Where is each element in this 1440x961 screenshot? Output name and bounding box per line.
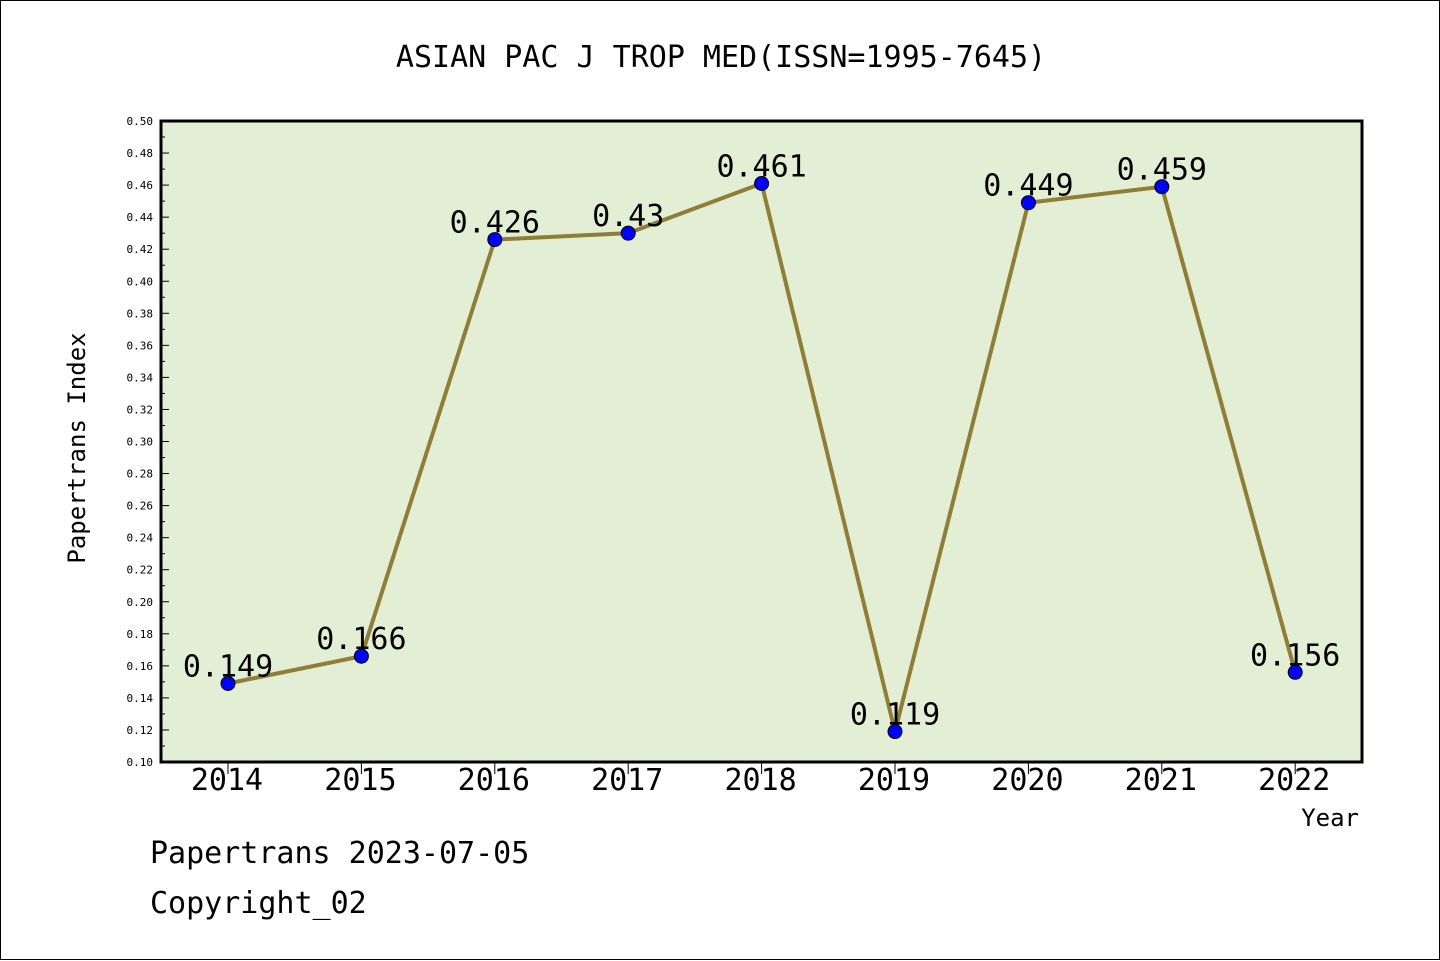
y-tick-label: 0.18 bbox=[127, 628, 154, 641]
data-point bbox=[487, 232, 503, 248]
x-tick-label: 2014 bbox=[191, 763, 263, 798]
x-tick-label: 2019 bbox=[858, 763, 930, 798]
data-point bbox=[887, 724, 903, 740]
data-label: 0.461 bbox=[716, 149, 806, 184]
data-label: 0.43 bbox=[592, 199, 664, 234]
y-tick-label: 0.44 bbox=[127, 211, 154, 224]
y-tick-label: 0.28 bbox=[127, 468, 154, 481]
x-axis: 2014 2015 2016 2017 2018 2019 2020 2021 2022 bbox=[191, 762, 1330, 798]
y-tick-label: 0.48 bbox=[127, 147, 154, 160]
y-tick-label: 0.26 bbox=[127, 500, 154, 513]
data-point bbox=[754, 175, 770, 191]
x-tick-label: 2018 bbox=[724, 763, 796, 798]
data-label: 0.119 bbox=[850, 698, 940, 733]
data-label: 0.166 bbox=[316, 622, 406, 657]
y-tick-label: 0.40 bbox=[127, 275, 154, 288]
data-point bbox=[353, 648, 369, 664]
y-tick-label: 0.38 bbox=[127, 307, 154, 320]
data-label: 0.149 bbox=[183, 649, 273, 684]
data-point bbox=[620, 225, 636, 241]
data-points bbox=[220, 175, 1303, 740]
x-axis-label: Year bbox=[1301, 804, 1359, 832]
data-label: 0.459 bbox=[1117, 153, 1207, 188]
data-labels: 0.149 0.166 0.426 0.43 0.461 0.119 0.449 0.459 0… bbox=[183, 149, 1341, 732]
data-label: 0.449 bbox=[983, 169, 1073, 204]
y-axis: 0.10 0.12 0.14 0.16 0.18 0.20 0.22 0.24 0.26 0.28… bbox=[127, 115, 169, 769]
y-tick-label: 0.12 bbox=[127, 724, 154, 737]
data-point bbox=[220, 675, 236, 691]
y-tick-label: 0.10 bbox=[127, 756, 154, 769]
plot-area bbox=[159, 119, 1364, 764]
y-tick-label: 0.24 bbox=[127, 532, 154, 545]
data-point bbox=[1020, 195, 1036, 211]
data-label: 0.156 bbox=[1250, 638, 1340, 673]
y-tick-label: 0.50 bbox=[127, 115, 154, 128]
y-tick-label: 0.42 bbox=[127, 243, 154, 256]
x-tick-label: 2021 bbox=[1125, 763, 1197, 798]
y-tick-label: 0.32 bbox=[127, 403, 154, 416]
chart-title: ASIAN PAC J TROP MED(ISSN=1995-7645) bbox=[396, 40, 1046, 75]
y-tick-label: 0.22 bbox=[127, 564, 154, 577]
data-point bbox=[1287, 664, 1303, 680]
x-tick-label: 2015 bbox=[324, 763, 396, 798]
y-tick-label: 0.30 bbox=[127, 436, 154, 449]
x-tick-label: 2020 bbox=[991, 763, 1063, 798]
data-point bbox=[1154, 179, 1170, 195]
y-tick-label: 0.46 bbox=[127, 179, 154, 192]
y-tick-label: 0.16 bbox=[127, 660, 154, 673]
y-tick-label: 0.34 bbox=[127, 371, 154, 384]
footer-copyright: Copyright_02 bbox=[150, 886, 367, 921]
x-tick-label: 2016 bbox=[458, 763, 530, 798]
footer-source: Papertrans 2023-07-05 bbox=[150, 836, 530, 871]
x-tick-label: 2017 bbox=[591, 763, 663, 798]
y-tick-label: 0.36 bbox=[127, 339, 154, 352]
x-tick-label: 2022 bbox=[1258, 763, 1330, 798]
y-tick-label: 0.20 bbox=[127, 596, 154, 609]
data-label: 0.426 bbox=[450, 206, 540, 241]
y-axis-label: Papertrans Index bbox=[63, 332, 91, 563]
y-tick-label: 0.14 bbox=[127, 692, 154, 705]
